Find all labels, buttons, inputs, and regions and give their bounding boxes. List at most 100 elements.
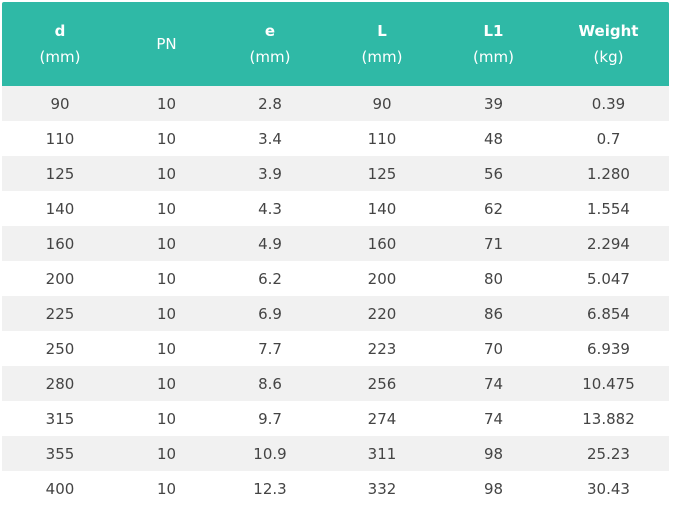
table-row: 315 10 9.7 274 74 13.882 — [2, 401, 669, 436]
cell-l1: 56 — [483, 164, 504, 183]
header-label-l1: L1 — [483, 22, 504, 40]
cell-pn: 10 — [156, 129, 177, 148]
cell-weight: 30.43 — [587, 479, 630, 498]
table-row: 110 10 3.4 110 48 0.7 — [2, 121, 669, 156]
cell-weight: 2.294 — [587, 234, 630, 253]
table-header: d (mm) PN e (mm) L (mm) L1 (mm) Weight (… — [2, 2, 669, 86]
cell-pn: 10 — [156, 304, 177, 323]
cell-d: 90 — [50, 94, 70, 113]
cell-l1: 62 — [483, 199, 504, 218]
cell-l: 160 — [367, 234, 397, 253]
table-row: 90 10 2.8 90 39 0.39 — [2, 86, 669, 121]
cell-e: 8.6 — [258, 374, 282, 393]
cell-d: 125 — [45, 164, 75, 183]
cell-l1: 74 — [483, 409, 504, 428]
cell-e: 6.9 — [258, 304, 282, 323]
table-row: 250 10 7.7 223 70 6.939 — [2, 331, 669, 366]
cell-d: 140 — [45, 199, 75, 218]
cell-e: 3.9 — [258, 164, 282, 183]
cell-l1: 98 — [483, 479, 504, 498]
cell-d: 160 — [45, 234, 75, 253]
table-row: 355 10 10.9 311 98 25.23 — [2, 436, 669, 471]
cell-d: 200 — [45, 269, 75, 288]
cell-weight: 6.939 — [587, 339, 630, 358]
cell-pn: 10 — [156, 374, 177, 393]
header-unit-weight: (kg) — [593, 48, 624, 66]
cell-d: 250 — [45, 339, 75, 358]
header-cell-l: L (mm) — [325, 2, 439, 86]
cell-pn: 10 — [156, 409, 177, 428]
header-label-d: d — [54, 22, 66, 40]
header-unit-e: (mm) — [249, 48, 291, 66]
table-row: 140 10 4.3 140 62 1.554 — [2, 191, 669, 226]
header-cell-pn: PN — [118, 2, 215, 86]
table-row: 160 10 4.9 160 71 2.294 — [2, 226, 669, 261]
cell-e: 2.8 — [258, 94, 282, 113]
cell-pn: 10 — [156, 269, 177, 288]
cell-weight: 10.475 — [582, 374, 635, 393]
cell-l: 256 — [367, 374, 397, 393]
cell-d: 280 — [45, 374, 75, 393]
header-cell-weight: Weight (kg) — [548, 2, 669, 86]
header-label-pn: PN — [156, 35, 177, 53]
cell-pn: 10 — [156, 444, 177, 463]
cell-d: 225 — [45, 304, 75, 323]
cell-l: 200 — [367, 269, 397, 288]
header-cell-e: e (mm) — [215, 2, 325, 86]
cell-l: 220 — [367, 304, 397, 323]
cell-l1: 86 — [483, 304, 504, 323]
header-cell-l1: L1 (mm) — [439, 2, 548, 86]
specification-table: d (mm) PN e (mm) L (mm) L1 (mm) Weight (… — [2, 2, 669, 506]
cell-weight: 0.39 — [591, 94, 626, 113]
cell-d: 110 — [45, 129, 75, 148]
cell-l: 274 — [367, 409, 397, 428]
cell-l: 223 — [367, 339, 397, 358]
cell-pn: 10 — [156, 234, 177, 253]
cell-weight: 1.554 — [587, 199, 630, 218]
cell-d: 315 — [45, 409, 75, 428]
cell-pn: 10 — [156, 339, 177, 358]
table-row: 400 10 12.3 332 98 30.43 — [2, 471, 669, 506]
header-cell-d: d (mm) — [2, 2, 118, 86]
table-row: 280 10 8.6 256 74 10.475 — [2, 366, 669, 401]
cell-pn: 10 — [156, 94, 177, 113]
cell-weight: 6.854 — [587, 304, 630, 323]
cell-weight: 1.280 — [587, 164, 630, 183]
cell-pn: 10 — [156, 199, 177, 218]
cell-l1: 39 — [483, 94, 504, 113]
cell-e: 4.3 — [258, 199, 282, 218]
header-label-l: L — [377, 22, 387, 40]
cell-l1: 98 — [483, 444, 504, 463]
table-row: 125 10 3.9 125 56 1.280 — [2, 156, 669, 191]
cell-e: 6.2 — [258, 269, 282, 288]
table-row: 200 10 6.2 200 80 5.047 — [2, 261, 669, 296]
header-label-weight: Weight — [578, 22, 639, 40]
cell-d: 355 — [45, 444, 75, 463]
cell-weight: 13.882 — [582, 409, 635, 428]
cell-l1: 48 — [483, 129, 504, 148]
cell-weight: 25.23 — [587, 444, 630, 463]
header-unit-d: (mm) — [39, 48, 81, 66]
cell-l1: 74 — [483, 374, 504, 393]
cell-l: 311 — [367, 444, 397, 463]
cell-e: 4.9 — [258, 234, 282, 253]
cell-l1: 70 — [483, 339, 504, 358]
cell-l: 125 — [367, 164, 397, 183]
cell-e: 3.4 — [258, 129, 282, 148]
cell-l1: 80 — [483, 269, 504, 288]
cell-e: 7.7 — [258, 339, 282, 358]
cell-l: 90 — [372, 94, 392, 113]
cell-l: 140 — [367, 199, 397, 218]
cell-d: 400 — [45, 479, 75, 498]
header-unit-l: (mm) — [361, 48, 403, 66]
cell-l1: 71 — [483, 234, 504, 253]
cell-e: 10.9 — [253, 444, 287, 463]
table-row: 225 10 6.9 220 86 6.854 — [2, 296, 669, 331]
cell-weight: 0.7 — [596, 129, 621, 148]
cell-l: 110 — [367, 129, 397, 148]
header-label-e: e — [264, 22, 276, 40]
cell-pn: 10 — [156, 164, 177, 183]
cell-pn: 10 — [156, 479, 177, 498]
header-unit-l1: (mm) — [473, 48, 514, 66]
cell-weight: 5.047 — [587, 269, 630, 288]
